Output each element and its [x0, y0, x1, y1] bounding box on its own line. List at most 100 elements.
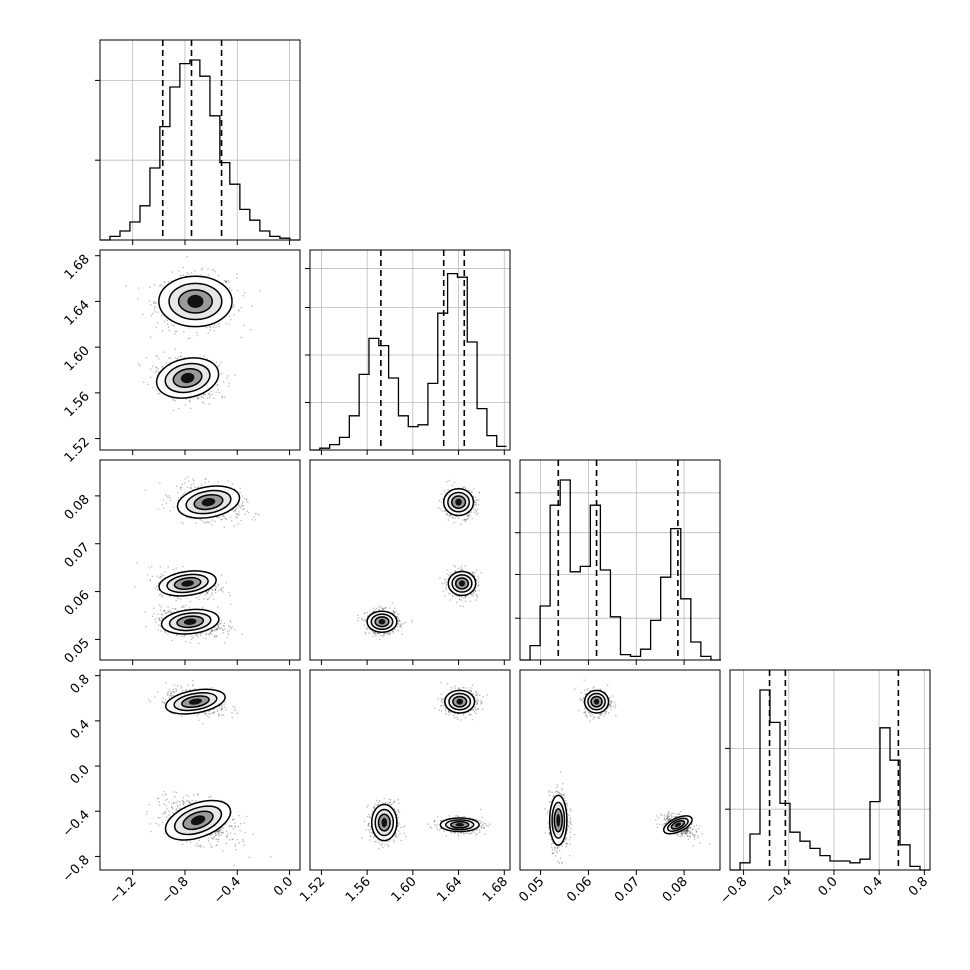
sample-point: [222, 587, 224, 589]
sample-point: [176, 804, 178, 807]
sample-point: [200, 592, 202, 595]
sample-point: [475, 499, 477, 501]
sample-point: [153, 308, 156, 311]
sample-point: [217, 838, 220, 841]
sample-point: [221, 627, 223, 629]
sample-point: [183, 330, 185, 333]
sample-point: [201, 607, 204, 609]
sample-point: [151, 365, 154, 367]
sample-point: [149, 580, 152, 582]
sample-point: [179, 356, 182, 358]
sample-point: [218, 828, 220, 831]
sample-point: [156, 585, 158, 588]
sample-point: [189, 801, 191, 803]
sample-point: [183, 357, 186, 359]
sample-point: [150, 565, 153, 568]
sample-point: [167, 691, 169, 693]
sample-point: [172, 691, 175, 693]
sample-point: [182, 800, 185, 803]
sample-point: [388, 633, 390, 636]
sample-point: [457, 517, 460, 519]
sample-point: [473, 508, 475, 510]
sample-point: [221, 826, 223, 828]
sample-point: [199, 518, 201, 521]
sample-point: [216, 844, 218, 846]
histogram-panel: [729, 669, 931, 871]
sample-point: [163, 610, 165, 612]
sample-point: [452, 595, 454, 597]
sample-point: [229, 825, 231, 827]
sample-point: [197, 397, 200, 400]
density-panel: [134, 476, 260, 645]
sample-point: [189, 600, 192, 603]
sample-point: [196, 397, 199, 400]
sample-point: [175, 634, 178, 636]
sample-point: [215, 516, 218, 518]
sample-point: [163, 701, 166, 704]
sample-point: [138, 365, 141, 367]
sample-point: [454, 570, 456, 572]
sample-point: [236, 839, 238, 841]
sample-point: [160, 630, 162, 632]
sample-point: [171, 280, 173, 282]
sample-point: [222, 850, 224, 852]
sample-point: [240, 306, 242, 309]
sample-point: [153, 284, 156, 286]
sample-point: [395, 611, 397, 613]
sample-point: [220, 709, 223, 711]
sample-point: [164, 281, 166, 283]
sample-point: [214, 589, 217, 592]
sample-point: [231, 716, 233, 719]
sample-point: [196, 331, 198, 334]
sample-point: [186, 272, 188, 274]
y-tick-label: 0.0: [68, 762, 93, 787]
sample-point: [465, 595, 467, 598]
sample-point: [241, 495, 244, 497]
sample-point: [215, 830, 217, 833]
sample-point: [198, 598, 200, 601]
sample-point: [203, 521, 205, 524]
sample-point: [232, 306, 234, 308]
sample-point: [209, 588, 212, 590]
density-peak: [188, 698, 202, 705]
sample-point: [446, 513, 448, 515]
x-tick-label: 0.4: [861, 874, 886, 899]
sample-point: [384, 607, 386, 609]
sample-point: [179, 804, 181, 807]
sample-point: [220, 361, 222, 364]
sample-point: [226, 636, 228, 639]
sample-point: [461, 595, 463, 598]
sample-point: [161, 595, 163, 597]
sample-point: [211, 712, 214, 714]
sample-point: [446, 569, 448, 571]
sample-point: [212, 837, 214, 840]
sample-point: [217, 625, 219, 628]
sample-point: [471, 491, 473, 494]
sample-point: [224, 516, 226, 519]
sample-point: [251, 518, 253, 521]
x-tick-label: 0.0: [271, 874, 296, 899]
sample-point: [213, 397, 215, 399]
sample-point: [364, 633, 367, 635]
sample-point: [445, 586, 447, 589]
sample-point: [393, 610, 395, 613]
sample-point: [218, 830, 220, 832]
sample-point: [378, 609, 380, 612]
sample-point: [177, 806, 179, 808]
sample-point: [234, 509, 236, 511]
sample-point: [411, 619, 413, 622]
sample-point: [471, 571, 474, 574]
sample-point: [477, 504, 480, 506]
sample-point: [171, 271, 174, 273]
y-tick-label: 1.64: [62, 298, 93, 329]
sample-point: [153, 607, 155, 609]
density-panel: [356, 479, 483, 641]
sample-point: [211, 269, 213, 271]
sample-point: [149, 700, 151, 703]
sample-point: [204, 522, 207, 524]
sample-point: [472, 573, 474, 575]
sample-point: [207, 332, 209, 334]
sample-point: [192, 478, 194, 480]
sample-point: [445, 492, 447, 494]
sample-point: [207, 274, 210, 276]
